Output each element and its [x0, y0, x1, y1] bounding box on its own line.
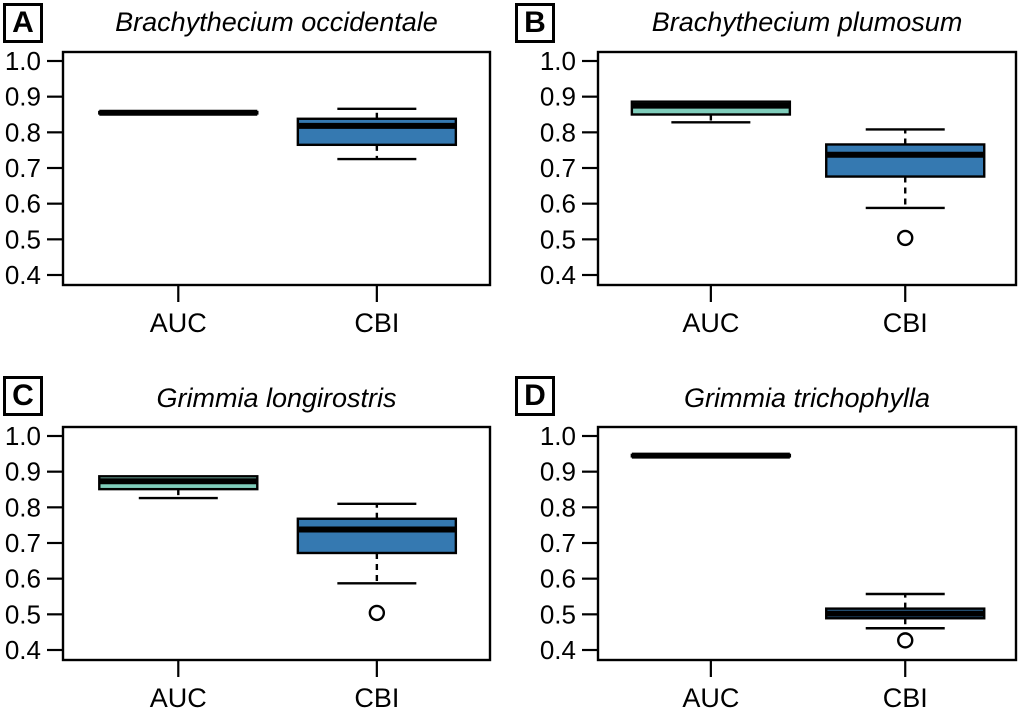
panel-title: Brachythecium plumosum [651, 7, 963, 37]
y-axis-tick-label: 1.0 [540, 46, 576, 76]
iqr-box [296, 517, 458, 555]
auc-boxplot [630, 100, 792, 124]
y-axis-tick-label: 0.9 [540, 82, 576, 112]
panel-letter: D [524, 379, 546, 412]
y-axis-tick-label: 0.4 [5, 635, 41, 665]
cbi-boxplot [825, 592, 986, 649]
outlier-point [897, 229, 914, 247]
y-axis-tick-label: 1.0 [5, 421, 41, 451]
iqr-box [825, 143, 986, 178]
x-axis-category-label: AUC [150, 308, 207, 338]
x-axis-category-label: CBI [883, 308, 928, 338]
y-axis-tick-label: 0.7 [5, 528, 41, 558]
y-axis-tick-label: 0.6 [5, 189, 41, 219]
y-axis-tick-label: 0.9 [5, 457, 41, 487]
plot-frame [596, 425, 1018, 662]
x-axis-category-label: CBI [354, 308, 399, 338]
y-axis-tick-label: 0.5 [5, 599, 41, 629]
y-axis-tick-label: 0.4 [540, 260, 576, 290]
auc-boxplot [98, 475, 259, 500]
boxplot-canvas-d: 1.0 0.9 0.8 0.7 0.6 0.5 0.4 AUC CBI [540, 421, 1018, 712]
panel-letter-badge: C [3, 376, 43, 416]
plot-frame [61, 425, 492, 662]
y-axis-tick-label: 0.9 [5, 82, 41, 112]
y-axis-tick-label: 0.8 [5, 492, 41, 522]
boxplot-canvas-c: 1.0 0.9 0.8 0.7 0.6 0.5 0.4 AUC CBI [5, 421, 492, 712]
panel-title: Brachythecium occidentale [115, 7, 438, 37]
y-axis-tick-label: 0.8 [540, 492, 576, 522]
panel-a: A Brachythecium occidentale 1.0 0.9 0.8 0.7… [0, 0, 512, 356]
cbi-boxplot [825, 128, 986, 247]
y-axis-tick-label: 0.7 [540, 153, 576, 183]
y-axis-tick-label: 0.4 [5, 260, 41, 290]
cbi-boxplot [296, 107, 458, 161]
panel-letter-badge: B [515, 3, 555, 43]
auc-boxplot [98, 109, 259, 116]
y-axis-tick-label: 0.6 [540, 189, 576, 219]
boxplot-canvas-a: 1.0 0.9 0.8 0.7 0.6 0.5 0.4 AUC CBI [5, 46, 492, 338]
panel-letter: B [524, 6, 546, 39]
y-axis-tick-label: 0.5 [540, 599, 576, 629]
y-axis-tick-label: 0.4 [540, 635, 576, 665]
x-axis-category-label: AUC [682, 683, 739, 712]
outlier-point [897, 632, 914, 649]
outlier-point [368, 604, 386, 622]
x-axis-category-label: CBI [883, 683, 928, 712]
x-axis-category-label: CBI [354, 683, 399, 712]
plot-frame [596, 50, 1018, 287]
y-axis-tick-label: 0.9 [540, 457, 576, 487]
plot-frame [61, 50, 492, 287]
panel-title: Grimmia trichophylla [683, 383, 931, 413]
y-axis-tick-label: 0.7 [5, 153, 41, 183]
iqr-box [296, 117, 458, 147]
panel-b: B Brachythecium plumosum 1.0 0.9 0.8 0.7 0.6… [512, 0, 1024, 356]
x-axis-category-label: AUC [682, 308, 739, 338]
boxplot-canvas-b: 1.0 0.9 0.8 0.7 0.6 0.5 0.4 AUC CBI [540, 46, 1018, 338]
y-axis-tick-label: 0.5 [540, 224, 576, 254]
panel-letter-badge: A [3, 3, 43, 43]
y-axis-tick-label: 0.7 [540, 528, 576, 558]
y-axis-tick-label: 0.6 [5, 564, 41, 594]
panel-letter-badge: D [515, 376, 555, 416]
x-axis-category-label: AUC [150, 683, 207, 712]
y-axis-tick-label: 1.0 [540, 421, 576, 451]
cbi-boxplot [296, 502, 458, 622]
y-axis-tick-label: 1.0 [5, 46, 41, 76]
y-axis-tick-label: 0.6 [540, 564, 576, 594]
y-axis-tick-label: 0.5 [5, 224, 41, 254]
panel-letter: A [12, 6, 34, 39]
panel-c: C Grimmia longirostris 1.0 0.9 0.8 0.7 0.6 0.… [0, 356, 512, 712]
panel-letter: C [12, 379, 34, 412]
auc-boxplot [630, 452, 792, 459]
panel-d: D Grimmia trichophylla 1.0 0.9 0.8 0.7 0.6 0.… [512, 356, 1024, 712]
y-axis-tick-label: 0.8 [5, 117, 41, 147]
y-axis-tick-label: 0.8 [540, 117, 576, 147]
panel-title: Grimmia longirostris [156, 383, 397, 413]
